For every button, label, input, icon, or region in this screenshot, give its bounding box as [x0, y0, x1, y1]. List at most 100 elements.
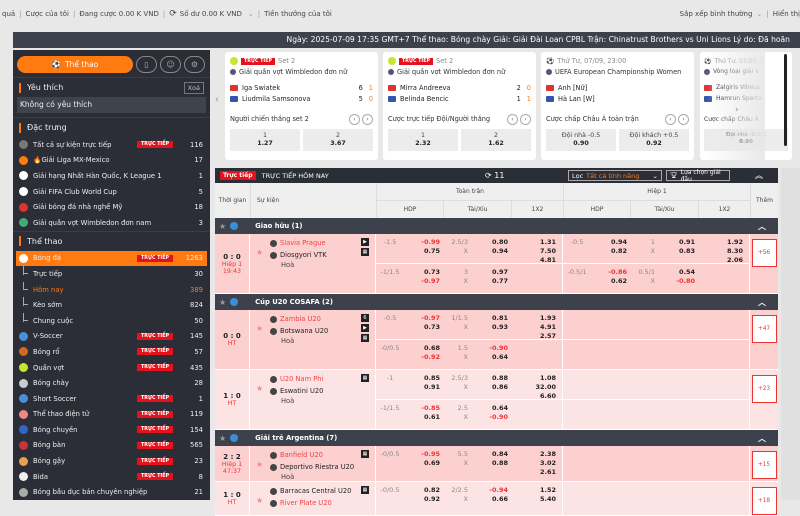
1x2-odds[interactable]: 8.30 — [726, 247, 743, 255]
sidebar-item[interactable]: Kèo sớm 824 — [13, 297, 210, 313]
refresh-count[interactable]: ⟳ 11 — [485, 171, 505, 180]
sidebar-item[interactable]: Quần vợt TRỰC TIẾP 435 — [13, 360, 210, 376]
odds-value[interactable]: 0.64 — [491, 404, 508, 412]
sidebar-item[interactable]: Giải quần vợt Wimbledon đơn nam 3 — [13, 215, 210, 231]
page-scrollbar[interactable] — [781, 168, 800, 500]
stats-icon[interactable]: ▦ — [361, 450, 369, 458]
sidebar-item[interactable]: Thể thao điện tử TRỰC TIẾP 119 — [13, 407, 210, 423]
odds-value[interactable]: 0.91 — [678, 238, 695, 246]
sidebar-item[interactable]: Tất cả sự kiện trực tiếp TRỰC TIẾP 116 — [13, 137, 210, 153]
odds-value[interactable]: 0.73 — [423, 323, 440, 331]
odds-value[interactable]: 0.75 — [423, 247, 440, 255]
1x2-odds[interactable]: 7.50 — [539, 247, 556, 255]
odds-button[interactable]: 2 1.62 — [461, 129, 531, 151]
clear-favorites-button[interactable]: Xoá — [183, 81, 204, 94]
1x2-odds[interactable]: 2.57 — [539, 332, 556, 340]
sidebar-item[interactable]: Trực tiếp 30 — [13, 266, 210, 282]
odds-value[interactable]: 0.97 — [491, 268, 508, 276]
league-header[interactable]: ★ Giải trẻ Argentina (7) ︿ — [215, 430, 778, 446]
collapse-icon[interactable]: ︽ — [755, 171, 763, 180]
more-markets-button[interactable]: +18 — [751, 487, 777, 515]
odds-value[interactable]: 0.81 — [491, 314, 508, 322]
odds-value[interactable]: -0.97 — [421, 277, 440, 285]
away-team[interactable]: Diosgyori VTK — [280, 251, 327, 259]
betslip-icon[interactable]: ▯ — [136, 56, 157, 73]
play-icon[interactable]: ▶ — [361, 324, 369, 332]
sidebar-item[interactable]: Chung cuộc 50 — [13, 312, 210, 329]
odds-value[interactable]: 0.64 — [491, 353, 508, 361]
odds-value[interactable]: -0.90 — [489, 413, 508, 421]
match-card[interactable]: TRỰC TIẾP Set 2 Giải quần vợt Wimbledon đ… — [383, 52, 536, 160]
more-markets-button[interactable]: +47 — [751, 315, 777, 343]
odds-value[interactable]: 0.83 — [678, 247, 695, 255]
odds-button[interactable]: 1 1.27 — [230, 129, 300, 151]
1x2-odds[interactable]: 4.91 — [539, 323, 556, 331]
user-icon[interactable]: ☺ — [160, 56, 181, 73]
channel-icon[interactable]: 6 — [361, 314, 369, 322]
home-team[interactable]: Banfield U20 — [280, 451, 323, 459]
1x2-odds[interactable]: 1.52 — [539, 486, 556, 494]
away-team[interactable]: Eswatini U20 — [280, 387, 324, 395]
1x2-odds[interactable]: 32.00 — [535, 383, 556, 391]
display-select[interactable]: Hiển thị — [772, 10, 800, 18]
odds-value[interactable]: 0.92 — [423, 495, 440, 503]
chevron-right-icon[interactable]: › — [735, 105, 739, 115]
home-team[interactable]: Slavia Prague — [280, 239, 326, 247]
chevron-left-icon[interactable]: ‹ — [507, 113, 518, 125]
sidebar-item[interactable]: V-Soccer TRỰC TIẾP 145 — [13, 329, 210, 345]
sidebar-item[interactable]: Bóng gậy TRỰC TIẾP 23 — [13, 453, 210, 469]
odds-value[interactable]: 0.77 — [491, 277, 508, 285]
odds-value[interactable]: 0.94 — [610, 238, 627, 246]
chevron-left-icon[interactable]: ‹ — [665, 113, 676, 125]
chevron-right-icon[interactable]: › — [362, 113, 373, 125]
scrollbar[interactable] — [784, 54, 787, 146]
1x2-odds[interactable]: 4.81 — [539, 256, 556, 264]
odds-value[interactable]: -0.86 — [608, 268, 627, 276]
sidebar-item[interactable]: Bóng bàn TRỰC TIẾP 565 — [13, 438, 210, 454]
odds-value[interactable]: 0.91 — [423, 383, 440, 391]
odds-value[interactable]: 0.69 — [423, 459, 440, 467]
odds-value[interactable]: 0.82 — [423, 486, 440, 494]
chevron-up-icon[interactable]: ︿ — [758, 221, 766, 231]
odds-value[interactable]: -0.90 — [489, 344, 508, 352]
odds-value[interactable]: 0.80 — [491, 238, 508, 246]
stats-icon[interactable]: ▦ — [361, 374, 369, 382]
chevron-left-icon[interactable]: ‹ — [349, 113, 360, 125]
1x2-odds[interactable]: 3.02 — [539, 459, 556, 467]
odds-value[interactable]: -0.95 — [421, 450, 440, 458]
star-icon[interactable]: ★ — [219, 221, 227, 231]
odds-value[interactable]: 0.73 — [423, 268, 440, 276]
1x2-odds[interactable]: 1.92 — [726, 238, 743, 246]
sidebar-item[interactable]: Short Soccer TRỰC TIẾP 1 — [13, 391, 210, 407]
star-icon[interactable]: ★ — [256, 496, 264, 505]
star-icon[interactable]: ★ — [256, 248, 264, 257]
odds-value[interactable]: -0.85 — [421, 404, 440, 412]
sidebar-item[interactable]: Bida TRỰC TIẾP 8 — [13, 469, 210, 485]
odds-value[interactable]: 0.68 — [423, 344, 440, 352]
league-header[interactable]: ★ Giao hữu (1) ︿ — [215, 218, 778, 234]
star-icon[interactable]: ★ — [219, 433, 227, 443]
home-team[interactable]: U20 Nam Phi — [280, 375, 324, 383]
match-card[interactable]: ⚽ Thứ Tư, 07/09, 23:00 UEFA European Cham… — [541, 52, 694, 160]
stats-icon[interactable]: ▦ — [361, 334, 369, 342]
odds-value[interactable]: 0.82 — [610, 247, 627, 255]
odds-value[interactable]: 0.94 — [491, 247, 508, 255]
1x2-odds[interactable]: 2.61 — [539, 468, 556, 476]
home-team[interactable]: Zambia U20 — [280, 315, 321, 323]
star-icon[interactable]: ★ — [256, 384, 264, 393]
sidebar-item[interactable]: Bóng rổ TRỰC TIẾP 57 — [13, 344, 210, 360]
1x2-odds[interactable]: 2.06 — [726, 256, 743, 264]
star-icon[interactable]: ★ — [219, 297, 227, 307]
star-icon[interactable]: ★ — [256, 460, 264, 469]
odds-value[interactable]: -0.80 — [676, 277, 695, 285]
odds-value[interactable]: 0.84 — [491, 450, 508, 458]
odds-value[interactable]: 0.62 — [610, 277, 627, 285]
odds-value[interactable]: 0.66 — [491, 495, 508, 503]
chevron-left-icon[interactable]: ‹ — [215, 95, 219, 105]
sidebar-item[interactable]: Hôm nay 389 — [13, 281, 210, 298]
sidebar-item[interactable]: Giải bóng đá nhà nghề Mỹ 18 — [13, 199, 210, 215]
1x2-odds[interactable]: 1.93 — [539, 314, 556, 322]
league-select-button[interactable]: 🏆︎ Lựa chọn giải đấu — [666, 169, 730, 183]
sidebar-item[interactable]: Bóng chày 28 — [13, 375, 210, 391]
